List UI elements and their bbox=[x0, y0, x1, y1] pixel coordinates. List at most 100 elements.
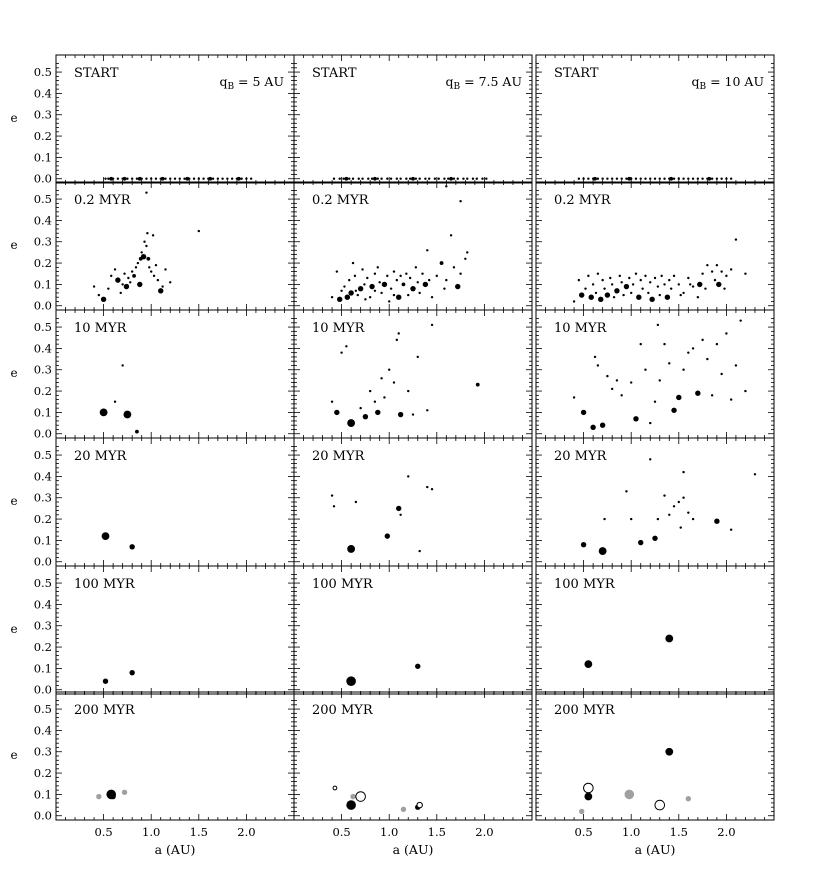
data-point bbox=[123, 272, 126, 275]
data-point bbox=[647, 291, 650, 295]
y-tick-label: 0.5 bbox=[34, 448, 52, 462]
data-point bbox=[346, 676, 356, 686]
data-point bbox=[669, 176, 674, 181]
data-point bbox=[449, 234, 453, 237]
data-point bbox=[348, 278, 351, 282]
data-point bbox=[392, 270, 396, 273]
data-point bbox=[625, 490, 628, 493]
data-point bbox=[598, 547, 607, 555]
data-point bbox=[598, 296, 604, 303]
data-point bbox=[164, 177, 167, 180]
data-point bbox=[389, 177, 393, 180]
data-point bbox=[364, 298, 367, 301]
data-point bbox=[392, 293, 396, 297]
row-label: 10 MYR bbox=[554, 321, 608, 336]
data-point-gray bbox=[121, 789, 128, 795]
data-point-gray bbox=[96, 793, 102, 800]
data-point bbox=[369, 283, 375, 290]
x-axis-label: a (AU) bbox=[635, 842, 676, 857]
data-point bbox=[604, 292, 611, 298]
data-point bbox=[729, 268, 733, 271]
data-point bbox=[459, 272, 462, 275]
data-point bbox=[347, 545, 356, 553]
data-point bbox=[158, 288, 164, 294]
data-point bbox=[466, 251, 469, 254]
data-point bbox=[716, 281, 722, 288]
data-point bbox=[395, 177, 399, 180]
data-point bbox=[715, 342, 719, 346]
data-point bbox=[107, 287, 110, 290]
data-point bbox=[389, 287, 393, 290]
data-point bbox=[354, 500, 358, 504]
data-point bbox=[92, 285, 96, 288]
data-point bbox=[672, 505, 676, 508]
data-point bbox=[701, 177, 704, 180]
data-point bbox=[644, 274, 647, 278]
data-point bbox=[426, 249, 429, 252]
data-point bbox=[415, 663, 421, 669]
y-tick-label: 0.4 bbox=[34, 723, 52, 737]
data-point bbox=[656, 285, 660, 288]
data-point bbox=[340, 289, 343, 292]
data-point bbox=[135, 429, 139, 434]
data-point bbox=[580, 541, 587, 548]
data-point bbox=[338, 177, 341, 180]
row-label: 100 MYR bbox=[554, 577, 616, 592]
data-point bbox=[335, 270, 339, 273]
data-point bbox=[663, 177, 666, 180]
y-tick-label: 0.3 bbox=[34, 745, 52, 759]
data-point bbox=[644, 177, 647, 180]
data-point bbox=[392, 381, 396, 384]
y-tick-label: 0.1 bbox=[34, 150, 52, 164]
data-point bbox=[192, 177, 196, 180]
data-point bbox=[462, 177, 465, 180]
data-point bbox=[202, 177, 205, 180]
data-point bbox=[433, 177, 437, 180]
data-point bbox=[332, 505, 336, 508]
data-point bbox=[427, 177, 431, 180]
data-point bbox=[663, 494, 666, 497]
data-point bbox=[725, 274, 728, 278]
data-point bbox=[426, 409, 429, 412]
y-tick-label: 0.1 bbox=[34, 277, 52, 291]
data-point bbox=[618, 274, 621, 278]
data-point bbox=[102, 678, 109, 684]
data-point bbox=[644, 368, 647, 371]
data-point bbox=[367, 177, 370, 180]
data-point bbox=[606, 374, 609, 378]
data-point bbox=[620, 177, 623, 180]
data-point bbox=[156, 278, 160, 282]
x-tick-label: 1.0 bbox=[142, 825, 160, 839]
data-point bbox=[641, 287, 644, 290]
data-point bbox=[178, 177, 181, 180]
data-point bbox=[345, 345, 348, 348]
data-point bbox=[356, 293, 359, 297]
data-point bbox=[452, 177, 456, 180]
data-point bbox=[630, 517, 633, 521]
data-point bbox=[418, 291, 421, 295]
data-point bbox=[588, 294, 594, 300]
data-point bbox=[445, 278, 448, 282]
data-point-open bbox=[355, 791, 366, 802]
y-axis-label: e bbox=[10, 238, 17, 252]
data-point bbox=[459, 200, 462, 203]
data-point bbox=[682, 368, 685, 371]
data-point bbox=[464, 257, 467, 260]
data-point bbox=[744, 389, 747, 393]
column-label: qB = 10 AU bbox=[691, 74, 764, 92]
data-point bbox=[249, 177, 253, 180]
data-point bbox=[226, 177, 229, 180]
data-point bbox=[639, 177, 642, 180]
data-point bbox=[396, 294, 402, 300]
data-point bbox=[332, 177, 336, 180]
data-point bbox=[590, 424, 596, 431]
data-point bbox=[330, 296, 334, 299]
data-point bbox=[123, 410, 132, 419]
data-point bbox=[610, 283, 614, 286]
row-label: START bbox=[312, 66, 357, 81]
data-point bbox=[701, 272, 704, 275]
y-tick-label: 0.5 bbox=[34, 192, 52, 206]
y-tick-label: 0.5 bbox=[34, 320, 52, 334]
x-axis-label: a (AU) bbox=[393, 842, 434, 857]
data-point bbox=[615, 177, 619, 180]
